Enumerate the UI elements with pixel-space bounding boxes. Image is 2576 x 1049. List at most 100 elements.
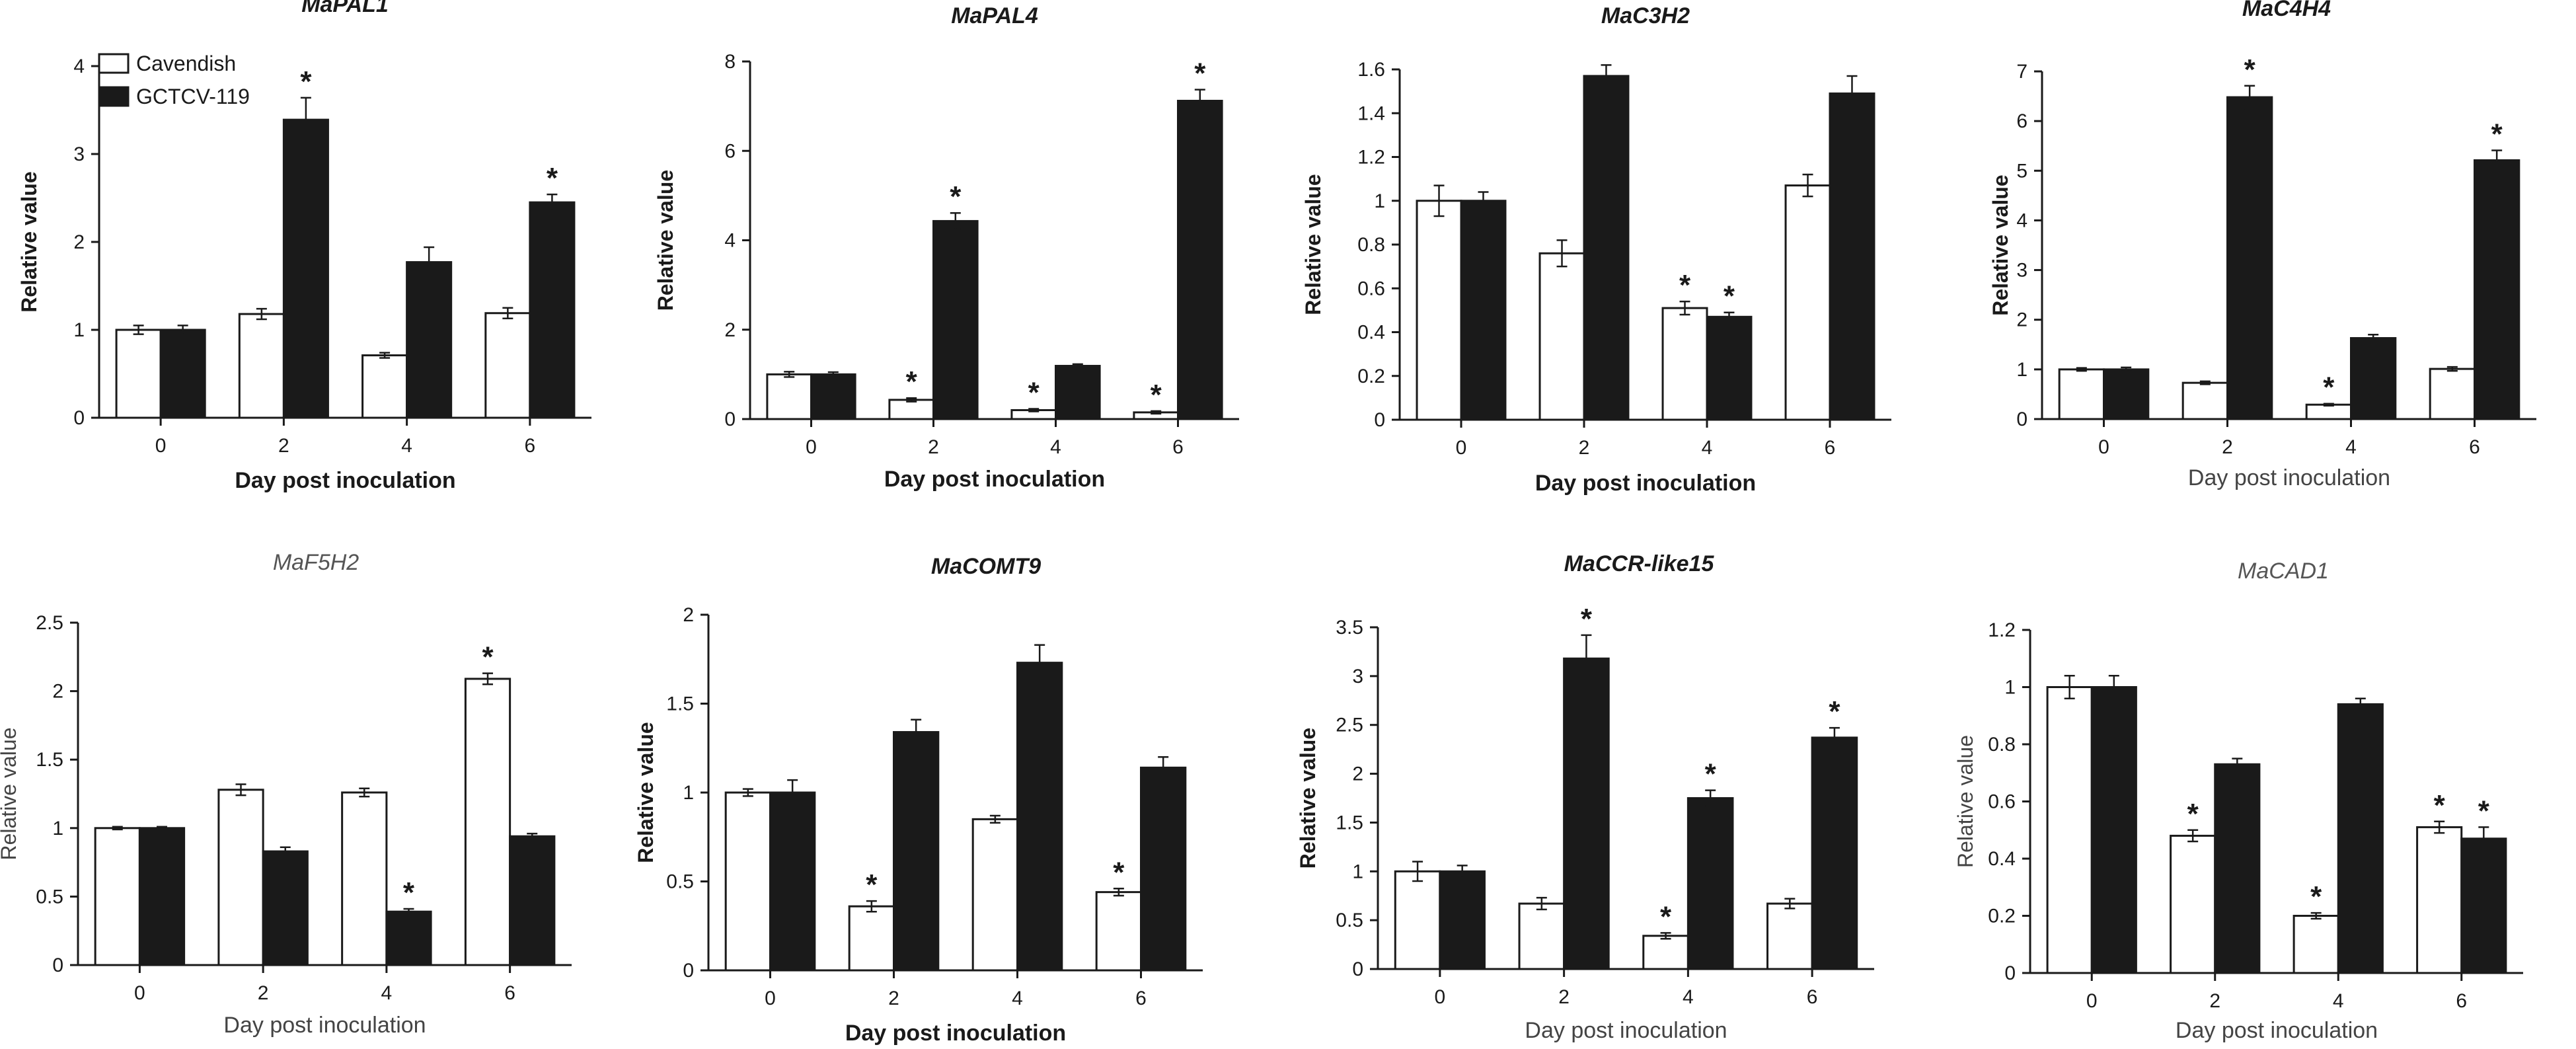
x-tick-label: 2 (928, 436, 939, 458)
chart-title: MaCOMT9 (931, 554, 1041, 579)
bar-gctcv-119 (1460, 200, 1507, 421)
bar-gctcv-119 (1055, 365, 1101, 420)
significance-star: * (1194, 58, 1206, 90)
bar-cavendish (848, 905, 895, 972)
legend-swatch-gctcv-119 (98, 86, 130, 107)
x-tick-label: 4 (1683, 986, 1694, 1008)
y-tick-label: 1 (1374, 190, 1385, 212)
y-tick-label: 3 (73, 143, 85, 165)
chart-title: MaC3H2 (1601, 3, 1690, 28)
x-tick-label: 0 (806, 436, 817, 458)
x-axis-label: Day post inoculation (1535, 471, 1756, 496)
bar-cavendish (1642, 935, 1689, 970)
x-axis-label: Day post inoculation (2176, 1018, 2378, 1043)
y-tick-label: 0.2 (1357, 366, 1385, 387)
significance-star: * (2491, 118, 2503, 150)
x-tick-label: 4 (1702, 437, 1713, 459)
x-tick-label: 2 (888, 988, 899, 1009)
y-axis-label: Relative value (1296, 728, 1320, 869)
legend-label-cavendish: Cavendish (136, 52, 236, 75)
x-tick-label: 6 (1172, 436, 1184, 458)
x-tick-label: 2 (1558, 986, 1570, 1008)
bar-gctcv-119 (1583, 75, 1630, 421)
x-tick-label: 2 (258, 982, 269, 1004)
bar-gctcv-119 (2103, 368, 2150, 420)
y-axis-label: Relative value (1989, 175, 2012, 315)
y-tick-label: 0.6 (1988, 791, 2016, 813)
y-tick-label: 1 (73, 319, 85, 341)
y-tick-label: 2 (52, 681, 63, 703)
bar-gctcv-119 (282, 118, 329, 419)
y-axis-label: Relative value (1301, 174, 1325, 315)
y-tick-label: 8 (724, 51, 736, 73)
y-axis-label: Relative value (17, 171, 41, 312)
x-tick-label: 0 (155, 435, 167, 457)
x-tick-label: 2 (1579, 437, 1590, 459)
bar-gctcv-119 (1016, 662, 1063, 972)
x-tick-label: 0 (1456, 437, 1467, 459)
bar-cavendish (1095, 891, 1143, 972)
y-tick-label: 0 (2016, 408, 2027, 430)
chart-title: MaF5H2 (273, 550, 359, 575)
y-tick-label: 0.8 (1988, 734, 2016, 756)
x-tick-label: 4 (401, 435, 412, 457)
bar-cavendish (484, 312, 531, 419)
legend-label-gctcv-119: GCTCV-119 (136, 85, 250, 108)
bar-cavendish (238, 313, 285, 419)
significance-star: * (1705, 758, 1717, 791)
y-tick-label: 3 (2016, 260, 2027, 282)
x-tick-label: 0 (2098, 436, 2109, 458)
y-tick-label: 0.4 (1357, 322, 1385, 344)
significance-star: * (1113, 856, 1125, 888)
y-tick-label: 4 (724, 230, 736, 252)
bar-gctcv-119 (2337, 703, 2384, 974)
bar-gctcv-119 (1829, 92, 1875, 421)
bar-cavendish (1394, 870, 1441, 970)
x-tick-label: 2 (278, 435, 289, 457)
bar-gctcv-119 (1439, 870, 1486, 970)
x-tick-label: 6 (1825, 437, 1836, 459)
x-tick-label: 4 (2345, 436, 2357, 458)
chart-panel: MaF5H2 Relative value Day post inoculation… (0, 550, 572, 1038)
bar-gctcv-119 (138, 827, 186, 966)
significance-star: * (403, 876, 415, 909)
x-axis-label: Day post inoculation (235, 468, 455, 493)
y-tick-label: 0.5 (666, 871, 694, 893)
significance-star: * (2244, 54, 2256, 86)
significance-star: * (1581, 603, 1593, 635)
y-tick-label: 0.8 (1357, 234, 1385, 256)
significance-star: * (547, 162, 558, 194)
bar-gctcv-119 (2474, 159, 2520, 420)
chart-title: MaPAL1 (301, 0, 389, 17)
x-tick-label: 2 (2222, 436, 2233, 458)
bar-cavendish (2416, 826, 2463, 974)
y-axis-label: Relative value (634, 722, 658, 863)
y-tick-label: 1.5 (1336, 812, 1363, 834)
bar-gctcv-119 (509, 835, 556, 966)
x-tick-label: 6 (1807, 986, 1818, 1008)
y-tick-label: 1.2 (1357, 147, 1385, 169)
bar-gctcv-119 (2226, 96, 2273, 420)
significance-star: * (1028, 376, 1040, 408)
bar-cavendish (1766, 902, 1813, 970)
x-axis-label: Day post inoculation (223, 1013, 426, 1038)
y-tick-label: 0.6 (1357, 278, 1385, 299)
chart-panel: MaCCR-like15 Relative value Day post inocu… (1296, 551, 1874, 1043)
bar-cavendish (1518, 902, 1566, 970)
x-tick-label: 0 (1435, 986, 1446, 1008)
bar-gctcv-119 (932, 219, 979, 420)
bar-gctcv-119 (1686, 797, 1734, 970)
bar-cavendish (2046, 686, 2093, 974)
bar-cavendish (115, 329, 162, 419)
y-tick-label: 1.5 (666, 693, 694, 715)
x-tick-label: 6 (1135, 988, 1147, 1009)
y-tick-label: 1 (2016, 359, 2027, 381)
bar-gctcv-119 (2214, 763, 2261, 974)
bar-cavendish (2305, 403, 2352, 420)
x-tick-label: 0 (2086, 990, 2098, 1012)
significance-star: * (2323, 371, 2335, 404)
y-tick-label: 6 (724, 140, 736, 162)
bar-cavendish (1784, 184, 1831, 421)
bar-cavendish (94, 827, 141, 966)
